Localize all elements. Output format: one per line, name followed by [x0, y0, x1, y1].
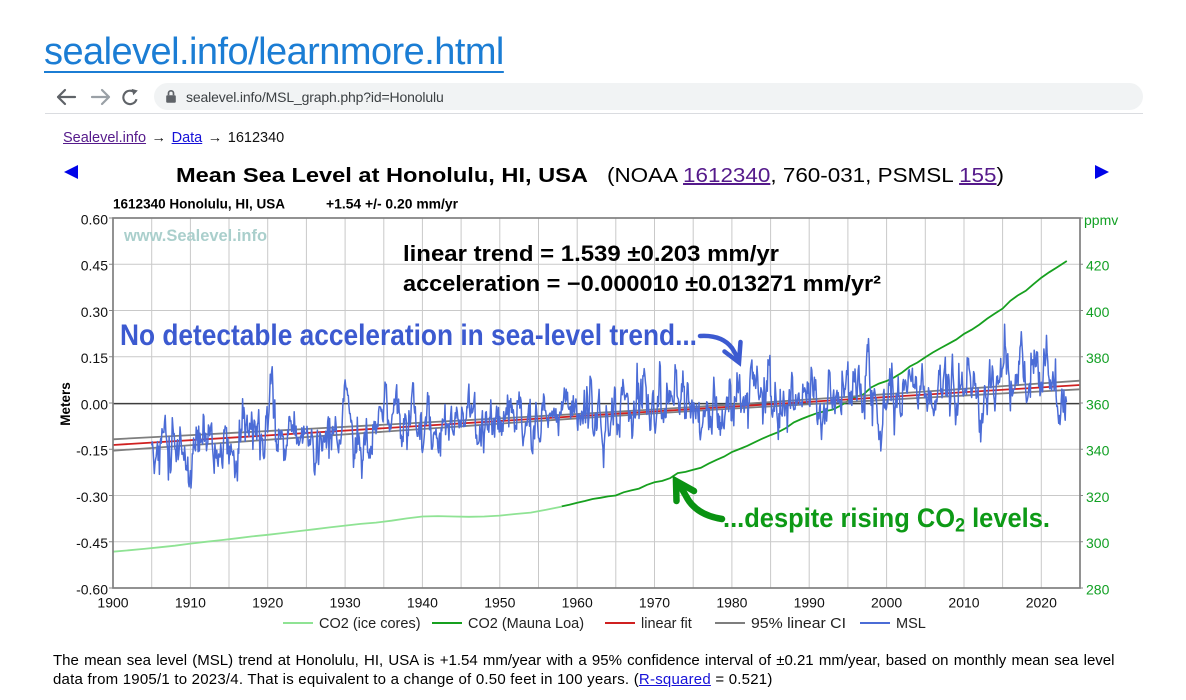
svg-text:2000: 2000 [871, 595, 902, 611]
svg-text:300: 300 [1086, 535, 1110, 551]
svg-text:...despite rising CO2 levels.: ...despite rising CO2 levels. [723, 503, 1050, 537]
svg-text:www.Sealevel.info: www.Sealevel.info [123, 227, 267, 245]
svg-text:-0.15: -0.15 [76, 443, 108, 459]
svg-text:-0.45: -0.45 [76, 535, 108, 551]
svg-text:1990: 1990 [794, 595, 825, 611]
svg-text:1930: 1930 [330, 595, 361, 611]
svg-text:1980: 1980 [716, 595, 747, 611]
svg-text:280: 280 [1086, 581, 1110, 597]
svg-text:0.45: 0.45 [81, 258, 108, 274]
svg-text:0.30: 0.30 [81, 304, 108, 320]
svg-text:1970: 1970 [639, 595, 670, 611]
svg-text:320: 320 [1086, 489, 1110, 505]
svg-text:0.60: 0.60 [81, 211, 108, 227]
svg-text:380: 380 [1086, 350, 1110, 366]
svg-text:420: 420 [1086, 258, 1110, 274]
svg-text:CO2 (Mauna Loa): CO2 (Mauna Loa) [468, 616, 584, 632]
svg-text:ppmv: ppmv [1084, 212, 1118, 228]
svg-text:1950: 1950 [484, 595, 515, 611]
svg-text:CO2 (ice cores): CO2 (ice cores) [319, 616, 421, 632]
svg-text:Meters: Meters [58, 382, 73, 426]
svg-text:2010: 2010 [948, 595, 979, 611]
svg-text:1900: 1900 [97, 595, 128, 611]
svg-text:Mean Sea Level at Honolulu, HI: Mean Sea Level at Honolulu, HI, USA [176, 165, 588, 187]
svg-text:1612340 Honolulu, HI, USA: 1612340 Honolulu, HI, USA [113, 197, 285, 212]
svg-text:linear trend = 1.539 ±0.203 mm: linear trend = 1.539 ±0.203 mm/yr [403, 241, 779, 266]
svg-text:linear fit: linear fit [641, 616, 692, 632]
svg-text:0.15: 0.15 [81, 350, 108, 366]
svg-text:+1.54 +/- 0.20 mm/yr: +1.54 +/- 0.20 mm/yr [326, 197, 459, 212]
svg-text:2020: 2020 [1026, 595, 1057, 611]
svg-text:400: 400 [1086, 304, 1110, 320]
svg-text:0.00: 0.00 [81, 396, 108, 412]
svg-text:1940: 1940 [407, 595, 438, 611]
svg-text:No detectable acceleration in: No detectable acceleration in sea-level … [120, 319, 697, 352]
svg-text:acceleration = −0.000010 ±0.01: acceleration = −0.000010 ±0.013271 mm/yr… [403, 271, 881, 296]
svg-text:1910: 1910 [175, 595, 206, 611]
svg-text:-0.60: -0.60 [76, 581, 108, 597]
svg-text:1920: 1920 [252, 595, 283, 611]
svg-text:95% linear CI: 95% linear CI [751, 616, 846, 632]
svg-text:340: 340 [1086, 443, 1110, 459]
svg-text:360: 360 [1086, 396, 1110, 412]
svg-text:-0.30: -0.30 [76, 489, 108, 505]
svg-text:MSL: MSL [896, 616, 926, 632]
svg-text:1960: 1960 [562, 595, 593, 611]
svg-text:(NOAA 1612340, 760-031, PSMSL: (NOAA 1612340, 760-031, PSMSL 155) [607, 165, 1004, 187]
